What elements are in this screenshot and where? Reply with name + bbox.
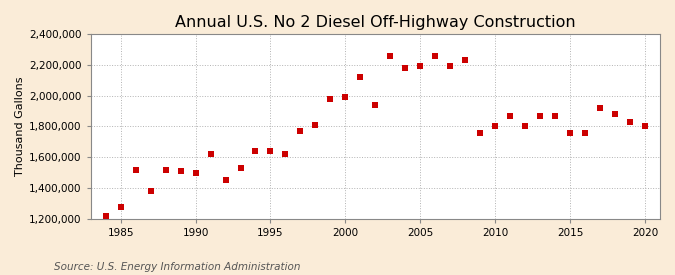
Point: [101, 214, 111, 218]
Point: [130, 167, 141, 172]
Point: [565, 130, 576, 135]
Point: [535, 114, 545, 118]
Point: [505, 114, 516, 118]
Point: [415, 64, 426, 68]
Point: [145, 189, 156, 193]
Point: [430, 53, 441, 58]
Point: [520, 124, 531, 129]
Point: [265, 149, 276, 153]
Point: [325, 97, 335, 101]
Text: Source: U.S. Energy Information Administration: Source: U.S. Energy Information Administ…: [54, 262, 300, 272]
Point: [549, 114, 560, 118]
Point: [205, 152, 216, 156]
Point: [385, 53, 396, 58]
Point: [220, 178, 231, 183]
Point: [280, 152, 291, 156]
Point: [490, 124, 501, 129]
Point: [340, 95, 351, 99]
Point: [445, 64, 456, 68]
Point: [355, 75, 366, 79]
Point: [580, 130, 591, 135]
Point: [176, 169, 186, 173]
Point: [115, 205, 126, 210]
Point: [190, 170, 201, 175]
Y-axis label: Thousand Gallons: Thousand Gallons: [15, 77, 25, 176]
Point: [610, 112, 620, 116]
Point: [370, 103, 381, 107]
Point: [400, 66, 410, 70]
Point: [460, 58, 470, 62]
Point: [235, 166, 246, 170]
Point: [475, 130, 485, 135]
Point: [160, 167, 171, 172]
Point: [295, 129, 306, 133]
Title: Annual U.S. No 2 Diesel Off-Highway Construction: Annual U.S. No 2 Diesel Off-Highway Cons…: [175, 15, 576, 30]
Point: [250, 149, 261, 153]
Point: [624, 120, 635, 124]
Point: [310, 123, 321, 127]
Point: [595, 106, 605, 110]
Point: [640, 124, 651, 129]
